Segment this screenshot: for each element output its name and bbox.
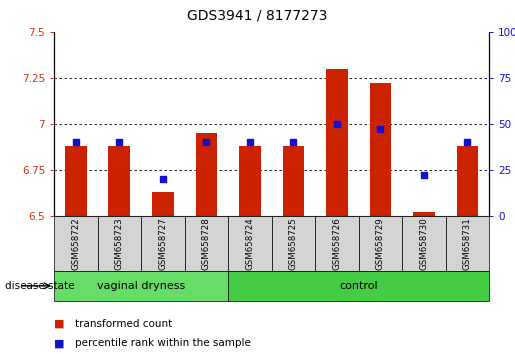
Point bbox=[72, 139, 80, 145]
Bar bbox=[196, 133, 217, 216]
Bar bbox=[152, 192, 174, 216]
Bar bbox=[141, 216, 185, 271]
Bar bbox=[402, 216, 446, 271]
Point bbox=[115, 139, 124, 145]
Bar bbox=[239, 146, 261, 216]
Point bbox=[289, 139, 298, 145]
Bar bbox=[326, 69, 348, 216]
Point bbox=[376, 127, 385, 132]
Text: GSM658730: GSM658730 bbox=[420, 217, 428, 270]
Text: GSM658724: GSM658724 bbox=[246, 217, 254, 270]
Text: ■: ■ bbox=[54, 338, 64, 348]
Bar bbox=[98, 216, 141, 271]
Text: GSM658727: GSM658727 bbox=[159, 217, 167, 270]
Bar bbox=[65, 146, 87, 216]
Bar bbox=[54, 216, 98, 271]
Text: percentile rank within the sample: percentile rank within the sample bbox=[75, 338, 251, 348]
Bar bbox=[184, 216, 228, 271]
Bar bbox=[272, 216, 315, 271]
Bar bbox=[446, 216, 489, 271]
Bar bbox=[283, 146, 304, 216]
Bar bbox=[315, 216, 358, 271]
Bar bbox=[228, 271, 489, 301]
Bar bbox=[228, 216, 272, 271]
Bar bbox=[370, 84, 391, 216]
Text: GSM658725: GSM658725 bbox=[289, 217, 298, 270]
Bar bbox=[457, 146, 478, 216]
Text: GSM658723: GSM658723 bbox=[115, 217, 124, 270]
Point bbox=[246, 139, 254, 145]
Text: GSM658729: GSM658729 bbox=[376, 217, 385, 270]
Point bbox=[333, 121, 341, 127]
Text: transformed count: transformed count bbox=[75, 319, 172, 329]
Text: disease state: disease state bbox=[5, 281, 75, 291]
Text: GSM658731: GSM658731 bbox=[463, 217, 472, 270]
Text: GSM658722: GSM658722 bbox=[72, 217, 80, 270]
Bar bbox=[358, 216, 402, 271]
Point bbox=[159, 176, 167, 182]
Text: GSM658728: GSM658728 bbox=[202, 217, 211, 270]
Bar bbox=[109, 146, 130, 216]
Text: control: control bbox=[339, 281, 378, 291]
Text: vaginal dryness: vaginal dryness bbox=[97, 281, 185, 291]
Point bbox=[202, 139, 211, 145]
Bar bbox=[413, 212, 435, 216]
Bar bbox=[54, 271, 228, 301]
Text: GSM658726: GSM658726 bbox=[333, 217, 341, 270]
Text: ■: ■ bbox=[54, 319, 64, 329]
Text: GDS3941 / 8177273: GDS3941 / 8177273 bbox=[187, 9, 328, 23]
Point bbox=[464, 139, 472, 145]
Point bbox=[420, 173, 428, 178]
